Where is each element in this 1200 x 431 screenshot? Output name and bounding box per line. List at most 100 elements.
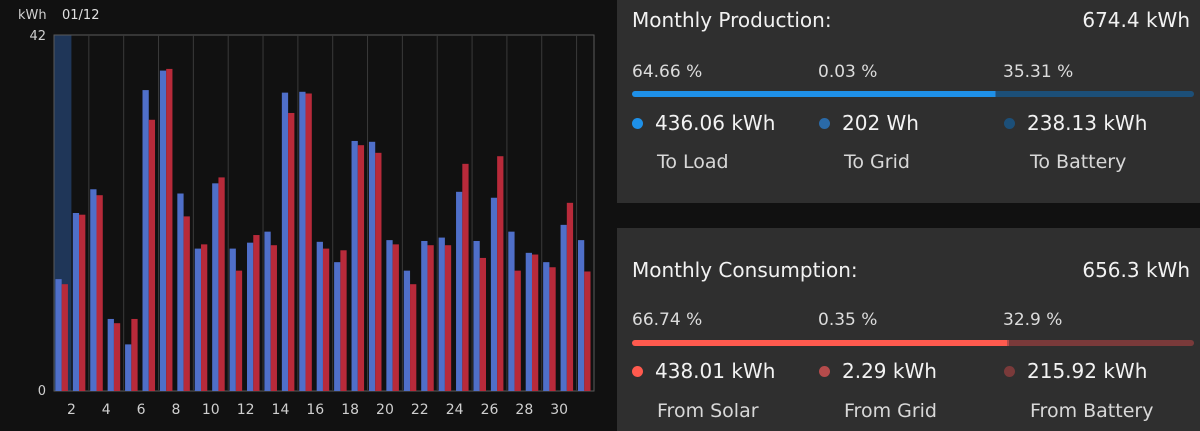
bar-series-2 <box>566 202 574 391</box>
bar-series-1 <box>490 197 498 391</box>
bar-series-1 <box>299 91 306 392</box>
from-solar-dot-icon <box>632 365 643 377</box>
bar-series-1 <box>560 224 567 391</box>
from-grid-label: From Grid <box>844 400 937 422</box>
to-load-percent: 64.66 % <box>632 62 703 82</box>
bar-series-1 <box>438 237 445 391</box>
bar-series-1 <box>125 344 132 391</box>
bar-series-1 <box>229 248 236 391</box>
consumption-total: 656.3 kWh <box>1082 258 1190 282</box>
bar-series-1 <box>281 92 289 391</box>
from-solar-stat: 438.01 kWh <box>632 359 775 383</box>
bar-series-1 <box>351 140 358 391</box>
x-tick-label: 28 <box>515 402 533 418</box>
bar-series-1 <box>142 90 149 391</box>
x-tick-label: 12 <box>237 402 255 418</box>
from-grid-stat: 2.29 kWh <box>819 359 937 383</box>
bar-series-2 <box>531 254 539 391</box>
x-tick-label: 14 <box>272 402 290 418</box>
from-battery-dot-icon <box>1004 365 1015 377</box>
from-grid-bar-segment <box>1007 340 1010 346</box>
bar-series-2 <box>410 284 417 391</box>
bar-series-2 <box>201 244 208 391</box>
bar-series-1 <box>525 252 532 391</box>
from-grid-percent: 0.35 % <box>818 310 878 330</box>
to-load-stat: 436.06 kWh <box>632 111 775 135</box>
x-tick-label: 8 <box>171 402 180 418</box>
bar-series-2 <box>288 112 295 391</box>
bar-series-1 <box>107 318 114 391</box>
bar-series-2 <box>322 248 330 391</box>
x-tick-label: 26 <box>481 402 499 418</box>
to-load-label: To Load <box>657 151 729 173</box>
to-battery-bar-segment <box>995 91 1194 97</box>
daily-energy-chart[interactable]: kWh 01/12 42 0 2 4 6 8 10 12 14 16 18 20 22 24 26 28 30 <box>0 0 604 431</box>
consumption-progress-bar <box>632 340 1194 346</box>
from-grid-value: 2.29 kWh <box>842 359 937 383</box>
bar-series-2 <box>514 270 521 391</box>
bar-series-1 <box>456 191 463 391</box>
consumption-card: Monthly Consumption: 656.3 kWh 66.74 % 0… <box>617 228 1200 431</box>
bar-series-1 <box>72 213 80 391</box>
bar-series-1 <box>368 141 376 391</box>
x-tick-label: 20 <box>376 402 394 418</box>
from-grid-dot-icon <box>819 365 830 377</box>
bar-series-1 <box>508 231 515 391</box>
bar-series-2 <box>479 257 486 391</box>
bar-series-2 <box>218 177 225 391</box>
x-tick-label: 18 <box>341 402 359 418</box>
x-tick-label: 30 <box>550 402 568 418</box>
bar-series-2 <box>427 245 434 391</box>
to-load-dot-icon <box>632 117 643 129</box>
x-tick-label: 16 <box>306 402 324 418</box>
from-battery-value: 215.92 kWh <box>1027 359 1148 383</box>
bar-series-1 <box>55 279 62 391</box>
to-battery-label: To Battery <box>1030 151 1127 173</box>
bar-series-1 <box>386 240 393 391</box>
from-solar-label: From Solar <box>657 400 759 422</box>
bar-series-2 <box>549 267 556 391</box>
bar-series-2 <box>375 152 382 391</box>
to-grid-stat: 202 Wh <box>819 111 919 135</box>
bar-series-2 <box>183 216 190 391</box>
production-total: 674.4 kWh <box>1082 8 1190 32</box>
bar-series-2 <box>444 245 452 391</box>
bar-series-1 <box>194 248 202 391</box>
to-grid-value: 202 Wh <box>842 111 919 135</box>
production-progress-bar <box>632 91 1194 97</box>
bar-series-2 <box>357 145 365 391</box>
x-tick-label: 22 <box>411 402 429 418</box>
to-grid-label: To Grid <box>844 151 910 173</box>
bar-series-2 <box>253 235 260 391</box>
from-solar-value: 438.01 kWh <box>655 359 776 383</box>
from-solar-percent: 66.74 % <box>632 310 703 330</box>
x-tick-label: 4 <box>102 402 111 418</box>
bar-series-1 <box>403 270 411 391</box>
bar-series-2 <box>61 284 68 391</box>
bar-series-1 <box>577 240 585 391</box>
y-tick-label: 0 <box>38 384 46 399</box>
from-battery-label: From Battery <box>1030 400 1154 422</box>
to-battery-stat: 238.13 kWh <box>1004 111 1147 135</box>
bar-series-2 <box>497 156 504 391</box>
to-grid-dot-icon <box>819 117 830 129</box>
to-battery-dot-icon <box>1004 117 1015 129</box>
bar-series-2 <box>131 318 138 391</box>
x-tick-label: 24 <box>446 402 464 418</box>
bar-series-1 <box>334 262 341 391</box>
to-battery-percent: 35.31 % <box>1003 62 1074 82</box>
to-grid-percent: 0.03 % <box>818 62 878 82</box>
bar-series-2 <box>584 271 591 391</box>
bar-series-2 <box>96 195 103 391</box>
bar-series-1 <box>247 242 254 391</box>
x-tick-label: 10 <box>202 402 220 418</box>
bar-series-1 <box>177 193 184 391</box>
bar-series-2 <box>148 119 156 391</box>
from-battery-percent: 32.9 % <box>1003 310 1063 330</box>
bar-series-2 <box>462 163 469 391</box>
from-battery-bar-segment <box>1009 340 1194 346</box>
bar-series-1 <box>212 183 219 391</box>
production-card: Monthly Production: 674.4 kWh 64.66 % 0.… <box>617 0 1200 203</box>
selected-date-label: 01/12 <box>62 8 100 23</box>
